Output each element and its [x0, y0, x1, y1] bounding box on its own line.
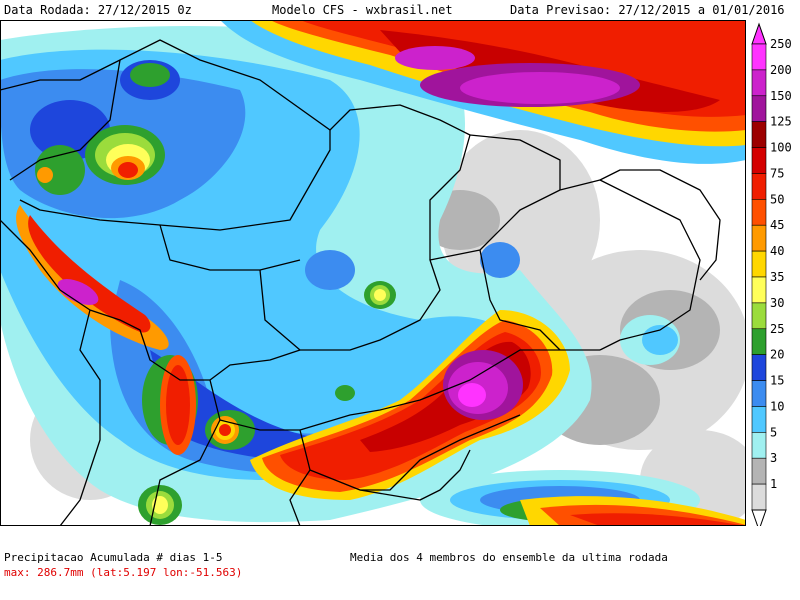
- legend-label: 45: [770, 218, 784, 232]
- header-run-date: Data Rodada: 27/12/2015 0z: [4, 3, 192, 17]
- legend-label: 100: [770, 141, 792, 155]
- legend-swatch: [751, 457, 767, 485]
- precip-andes-streak: [16, 205, 169, 350]
- footer-max-info: max: 286.7mm (lat:5.197 lon:-51.563): [4, 566, 243, 579]
- legend-label: 75: [770, 166, 784, 180]
- legend-label: 3: [770, 451, 777, 465]
- legend-label: 10: [770, 399, 784, 413]
- footer-note: Media dos 4 membros do ensemble da ultim…: [350, 551, 668, 564]
- precipitation-color-legend: 250 200 150 125 100 75 50 45 40 35 30 25 20 15 10 5 3 1: [751, 22, 792, 526]
- legend-swatch: [751, 406, 767, 433]
- legend-label: 40: [770, 244, 784, 258]
- legend-swatch: [751, 95, 767, 122]
- legend-label: 35: [770, 270, 784, 284]
- legend-label: 150: [770, 89, 792, 103]
- political-borders: [0, 39, 721, 526]
- legend-swatch: [751, 483, 767, 511]
- legend-swatch: [751, 328, 767, 355]
- legend-label: 1: [770, 477, 777, 491]
- legend-swatch: [751, 43, 767, 71]
- precip-south-atlantic-band: [520, 496, 746, 526]
- legend-arrow-top: [751, 22, 767, 45]
- legend-label: 50: [770, 192, 784, 206]
- legend-swatch: [751, 224, 767, 252]
- legend-swatch: [751, 302, 767, 330]
- precip-north-band: [220, 20, 746, 164]
- legend-arrow-bottom: [751, 509, 767, 526]
- legend-swatch: [751, 276, 767, 304]
- legend-label: 200: [770, 63, 792, 77]
- precip-system-southeast: [250, 310, 570, 500]
- legend-label: 30: [770, 296, 784, 310]
- legend-swatch: [751, 121, 767, 148]
- legend-swatch: [751, 147, 767, 174]
- legend-swatch: [751, 354, 767, 381]
- legend-label: 20: [770, 348, 784, 362]
- footer-title: Precipitacao Acumulada # dias 1-5: [4, 551, 223, 564]
- legend-swatch: [751, 199, 767, 226]
- legend-swatch: [751, 432, 767, 459]
- header-forecast-range: Data Previsao: 27/12/2015 a 01/01/2016: [510, 3, 785, 17]
- legend-swatch: [751, 380, 767, 407]
- header-model: Modelo CFS - wxbrasil.net: [272, 3, 453, 17]
- legend-label: 25: [770, 322, 784, 336]
- legend-label: 15: [770, 374, 784, 388]
- legend-label: 5: [770, 425, 777, 439]
- legend-label: 125: [770, 115, 792, 129]
- legend-swatch: [751, 69, 767, 97]
- precipitation-map: [0, 20, 746, 526]
- legend-swatch: [751, 250, 767, 278]
- legend-swatch: [751, 173, 767, 200]
- legend-label: 250: [770, 37, 792, 51]
